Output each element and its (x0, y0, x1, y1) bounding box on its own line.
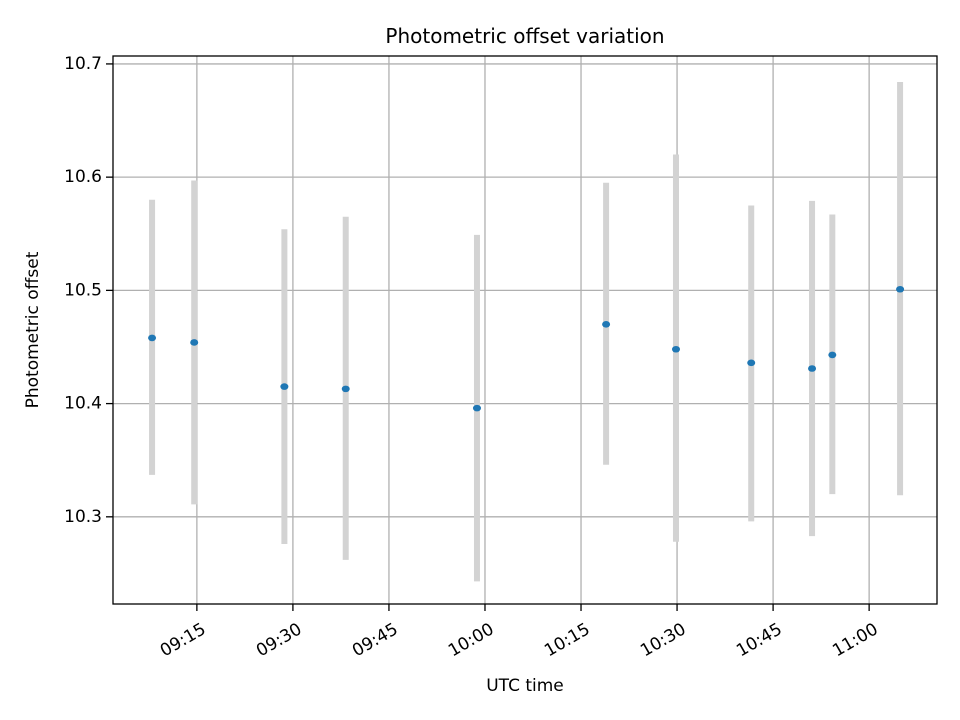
chart-title: Photometric offset variation (385, 24, 664, 48)
plot-frame (112, 55, 938, 605)
y-tick-label: 10.4 (64, 394, 102, 414)
data-points (148, 285, 905, 412)
data-point (671, 345, 680, 353)
data-point (341, 385, 350, 393)
data-point (190, 339, 199, 346)
data-point (472, 404, 481, 412)
data-point (828, 351, 837, 359)
data-point (896, 285, 905, 293)
y-axis-label: Photometric offset (23, 251, 43, 408)
data-point (747, 359, 756, 367)
data-point (148, 334, 157, 342)
x-axis-label: UTC time (486, 676, 564, 696)
y-tick-label: 10.7 (64, 54, 102, 74)
y-axis: 10.3 10.4 10.5 10.6 10.7 (64, 54, 113, 527)
data-point (602, 321, 611, 328)
y-tick-label: 10.5 (64, 280, 102, 300)
y-tick-label: 10.6 (64, 167, 102, 187)
data-point (808, 365, 817, 372)
data-point (280, 383, 289, 390)
y-tick-label: 10.3 (64, 507, 102, 527)
